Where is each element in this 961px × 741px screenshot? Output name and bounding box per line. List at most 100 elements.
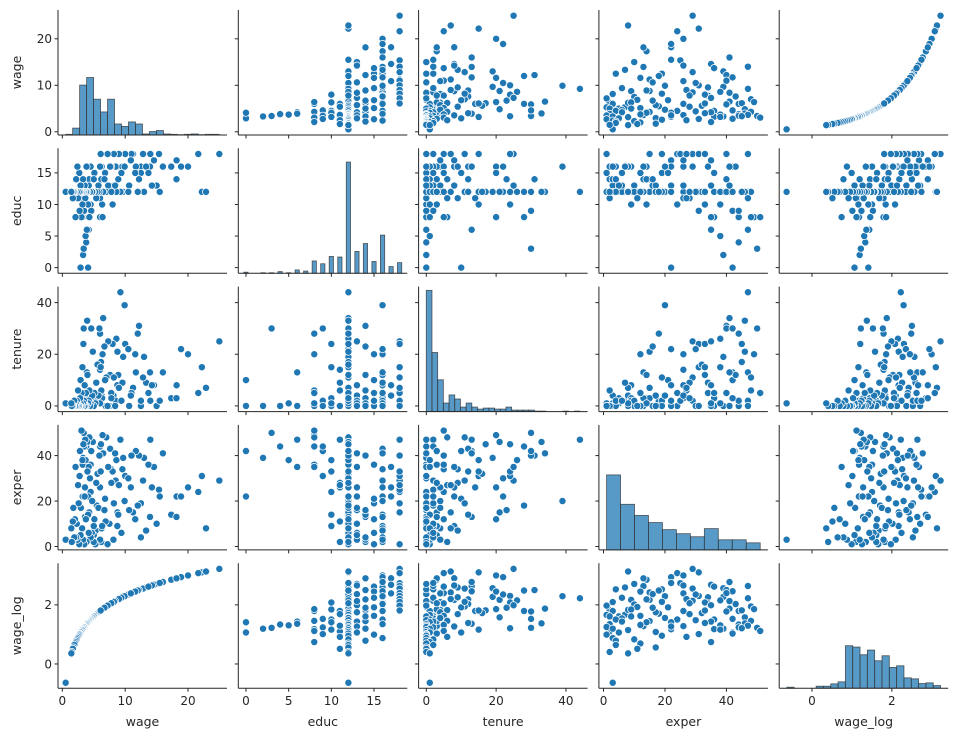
scatter-point	[719, 352, 728, 361]
scatter-point	[716, 112, 725, 121]
scatter-point	[854, 456, 863, 465]
hist-bar-wage	[114, 123, 122, 136]
scatter-point	[716, 363, 725, 372]
scatter-point	[422, 579, 431, 588]
scatter-point	[621, 378, 629, 387]
scatter-point	[636, 168, 645, 177]
scatter-point	[464, 187, 473, 196]
scatter-point	[68, 517, 77, 526]
scatter-point	[327, 112, 336, 121]
scatter-point	[474, 112, 483, 121]
y-axis-label-wage: wage	[9, 55, 24, 89]
scatter-point	[361, 612, 370, 621]
scatter-point	[370, 515, 378, 524]
scatter-point	[155, 150, 163, 158]
scatter-point	[896, 288, 905, 297]
scatter-point	[884, 376, 893, 385]
scatter-point	[688, 11, 697, 20]
scatter-point	[446, 524, 455, 533]
hist-bar-exper	[620, 503, 635, 551]
scatter-point	[395, 569, 404, 578]
scatter-point	[344, 478, 353, 487]
scatter-point	[88, 347, 97, 356]
scatter-point	[506, 440, 515, 449]
scatter-point	[648, 590, 657, 599]
scatter-point	[202, 187, 210, 196]
scatter-point	[293, 109, 302, 118]
scatter-point	[886, 540, 895, 549]
scatter-point	[492, 571, 501, 580]
y-tick-label: 10	[37, 198, 52, 212]
scatter-point	[660, 301, 669, 310]
scatter-point	[753, 244, 762, 253]
y-tick-label: 0	[44, 540, 52, 554]
scatter-point	[96, 150, 105, 158]
scatter-point	[541, 604, 549, 613]
scatter-point	[558, 81, 567, 90]
scatter-point	[109, 373, 118, 382]
scatter-point	[903, 77, 912, 86]
scatter-point	[636, 350, 645, 359]
x-tick-label: 5	[285, 694, 293, 708]
scatter-point	[443, 433, 452, 442]
scatter-point	[327, 467, 336, 476]
scatter-point	[728, 263, 737, 272]
scatter-point	[450, 462, 459, 471]
y-tick-label: 40	[37, 449, 52, 463]
scatter-point	[310, 462, 319, 471]
scatter-point	[370, 460, 378, 469]
scatter-point	[492, 98, 501, 107]
scatter-point	[602, 150, 611, 158]
scatter-point	[858, 492, 867, 501]
scatter-point	[395, 451, 404, 460]
x-tick-label: 2	[888, 694, 896, 708]
scatter-point	[694, 568, 703, 577]
scatter-point	[707, 601, 716, 610]
scatter-point	[432, 43, 441, 52]
y-tick-label: 20	[37, 494, 52, 508]
scatter-point	[136, 396, 145, 405]
scatter-point	[131, 515, 140, 524]
scatter-point	[851, 503, 860, 512]
y-tick-label: 0	[44, 125, 52, 139]
scatter-point	[925, 492, 934, 501]
scatter-point	[117, 396, 126, 405]
scatter-point	[284, 399, 293, 408]
scatter-point	[327, 605, 336, 614]
scatter-point	[113, 522, 122, 531]
scatter-point	[558, 592, 567, 601]
scatter-point	[74, 499, 83, 508]
scatter-point	[352, 608, 361, 617]
scatter-point	[387, 483, 396, 492]
scatter-point	[100, 342, 109, 351]
scatter-point	[537, 437, 546, 446]
scatter-point	[86, 474, 94, 483]
scatter-point	[923, 512, 932, 521]
scatter-point	[344, 91, 353, 100]
x-tick-label: 0	[242, 694, 250, 708]
scatter-point	[361, 71, 370, 80]
scatter-point	[682, 632, 691, 641]
scatter-point	[857, 206, 866, 215]
scatter-point	[902, 506, 911, 515]
scatter-point	[344, 347, 353, 356]
scatter-point	[432, 187, 441, 196]
scatter-point	[679, 581, 688, 590]
hist-bar-exper	[634, 515, 649, 551]
x-axis-label-wage_log: wage_log	[834, 714, 893, 729]
scatter-point	[614, 181, 623, 190]
scatter-point	[710, 389, 719, 397]
scatter-point	[352, 101, 361, 110]
scatter-point	[782, 187, 791, 196]
scatter-point	[853, 524, 862, 533]
scatter-point	[833, 533, 842, 542]
scatter-point	[474, 24, 483, 33]
hist-bar-educ	[328, 256, 334, 274]
scatter-point	[370, 104, 378, 113]
scatter-point	[144, 582, 153, 591]
hist-bar-exper	[731, 539, 747, 551]
hist-bar-wage_log	[852, 646, 861, 689]
scatter-point	[155, 396, 164, 405]
scatter-point	[344, 440, 353, 449]
scatter-point	[422, 69, 431, 78]
